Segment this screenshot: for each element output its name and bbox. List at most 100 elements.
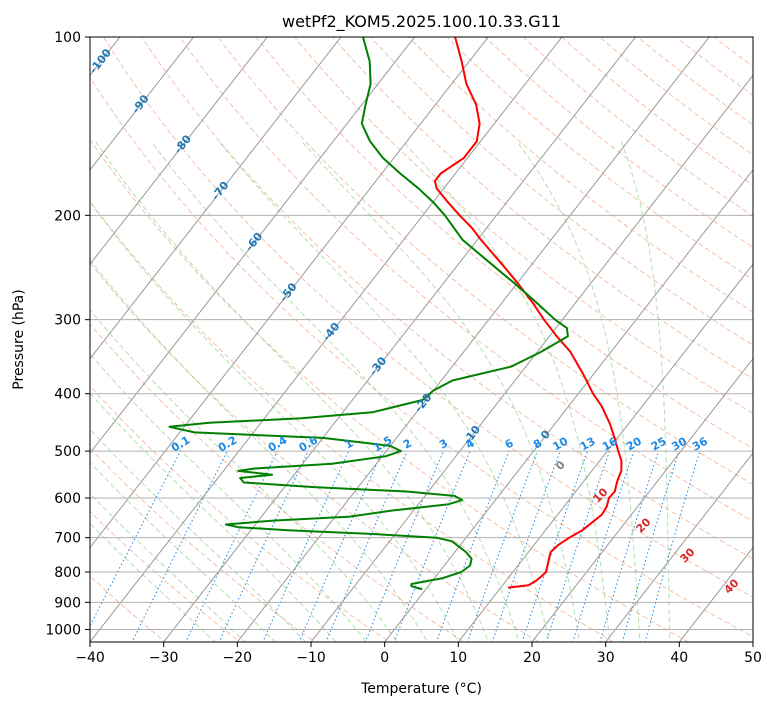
y-axis-label: Pressure (hPa) xyxy=(11,289,27,389)
isotherm-label: -70 xyxy=(209,179,232,203)
isotherm-label: -100 xyxy=(87,46,114,76)
temperature-profile-line xyxy=(433,37,623,589)
dry-adiabat-label: 40 xyxy=(722,576,742,596)
isotherm-line xyxy=(90,37,416,454)
sounding-lines xyxy=(168,37,623,591)
mixing-ratio-line xyxy=(572,450,635,642)
dry-adiabat-line xyxy=(408,37,753,313)
dry-adiabat-line xyxy=(369,37,753,346)
moist-adiabat-line xyxy=(620,141,671,642)
x-tick-label: 0 xyxy=(380,650,389,666)
dry-adiabat-line xyxy=(255,37,753,450)
dry-adiabat-line xyxy=(637,37,753,126)
y-tick-label: 400 xyxy=(54,387,81,403)
x-tick-label: 50 xyxy=(744,650,762,666)
dry-adiabat-line xyxy=(179,37,753,522)
mixing-ratio-line xyxy=(364,450,444,642)
dry-adiabat-line xyxy=(90,323,465,642)
mixing-ratio-label: 2 xyxy=(401,437,414,452)
isotherm-label: -80 xyxy=(172,132,195,156)
isotherm-line xyxy=(310,74,753,642)
isotherm-label: -30 xyxy=(367,354,390,378)
x-tick-label: 20 xyxy=(523,650,541,666)
moist-adiabat-line xyxy=(95,141,490,642)
isotherm-line xyxy=(752,641,753,642)
dry-adiabat-line xyxy=(446,37,753,281)
mixing-ratio-line xyxy=(262,450,350,642)
mixing-ratio-line xyxy=(131,450,228,642)
isotherm-line xyxy=(531,357,753,642)
y-tick-label: 600 xyxy=(54,491,81,507)
moist-adiabat-line xyxy=(90,493,246,642)
isotherm-label: -60 xyxy=(243,230,266,254)
y-tick-label: 1000 xyxy=(45,622,81,638)
mixing-ratio-label: 3 xyxy=(437,437,450,452)
mixing-ratio-line xyxy=(435,450,510,642)
y-tick-label: 900 xyxy=(54,595,81,611)
isotherm-label: -40 xyxy=(320,320,343,344)
chart-title: wetPf2_KOM5.2025.100.10.33.G11 xyxy=(282,12,561,32)
isotherm-line xyxy=(90,37,489,549)
background-lines xyxy=(90,37,753,642)
mixing-ratio-line xyxy=(393,450,471,642)
mixing-ratio-label: 1 xyxy=(342,437,355,452)
isotherm-label: -50 xyxy=(277,280,300,304)
mixing-ratio-line xyxy=(599,450,659,642)
dry-adiabat-line xyxy=(675,37,753,97)
x-tick-label: 30 xyxy=(597,650,615,666)
dry-adiabat-line xyxy=(90,138,690,642)
y-tick-label: 200 xyxy=(54,208,81,224)
dewpoint-profile-line xyxy=(168,37,569,591)
isotherm-line xyxy=(163,37,637,642)
x-tick-label: 40 xyxy=(670,650,688,666)
dry-adiabat-line xyxy=(522,37,753,217)
isotherm-label: 0 xyxy=(538,428,553,442)
dry-adiabat-line xyxy=(90,447,316,642)
dry-adiabat-line xyxy=(90,200,615,642)
x-tick-label: 10 xyxy=(449,650,467,666)
mixing-ratio-line xyxy=(621,450,680,642)
moist-adiabat-line xyxy=(90,201,459,642)
y-tick-label: 100 xyxy=(54,30,81,46)
mixing-ratio-line xyxy=(185,450,278,642)
mixing-ratio-line xyxy=(644,450,701,642)
isotherm-line xyxy=(236,37,710,642)
moist-adiabat-line xyxy=(90,461,276,642)
moist-adiabat-line xyxy=(402,140,611,642)
mixing-ratio-label: 6 xyxy=(503,436,516,451)
dry-adiabat-line xyxy=(90,261,540,642)
y-tick-label: 800 xyxy=(54,565,81,581)
isotherm-label: -90 xyxy=(129,92,152,116)
mixing-ratio-line xyxy=(545,450,611,642)
isotherm-label: -20 xyxy=(412,391,435,415)
x-tick-label: −20 xyxy=(223,650,253,666)
y-tick-label: 500 xyxy=(54,444,81,460)
dry-adiabat-line xyxy=(90,510,241,642)
moist-adiabat-line xyxy=(301,140,581,642)
mixing-ratio-label: 8 xyxy=(531,437,544,452)
axes: −40 −30 −20 −10 0 10 20 30 40 5010020030040050060… xyxy=(45,30,762,666)
moist-adiabat-line xyxy=(90,353,367,642)
dry-adiabat-line xyxy=(90,76,753,638)
moist-adiabat-line xyxy=(218,140,550,642)
isotherm-line xyxy=(90,37,268,266)
isotherm-line xyxy=(605,452,753,642)
moist-adiabat-line xyxy=(90,309,398,642)
y-tick-label: 700 xyxy=(54,531,81,547)
moist-adiabat-line xyxy=(90,522,216,642)
moist-adiabat-line xyxy=(516,141,641,642)
isotherm-line xyxy=(457,263,753,642)
dry-adiabat-line xyxy=(484,37,753,249)
dry-adiabat-line xyxy=(90,385,391,642)
dry-adiabat-line xyxy=(102,37,753,598)
mixing-ratio-line xyxy=(466,450,538,642)
moist-adiabat-line xyxy=(90,428,307,642)
isotherm-line xyxy=(90,37,342,360)
isotherm-line xyxy=(90,37,563,642)
plot-frame xyxy=(89,36,754,643)
dry-adiabat-line xyxy=(331,37,753,380)
x-axis-label: Temperature (°C) xyxy=(360,681,482,697)
x-tick-label: −40 xyxy=(75,650,105,666)
isotherm-line xyxy=(90,37,195,171)
